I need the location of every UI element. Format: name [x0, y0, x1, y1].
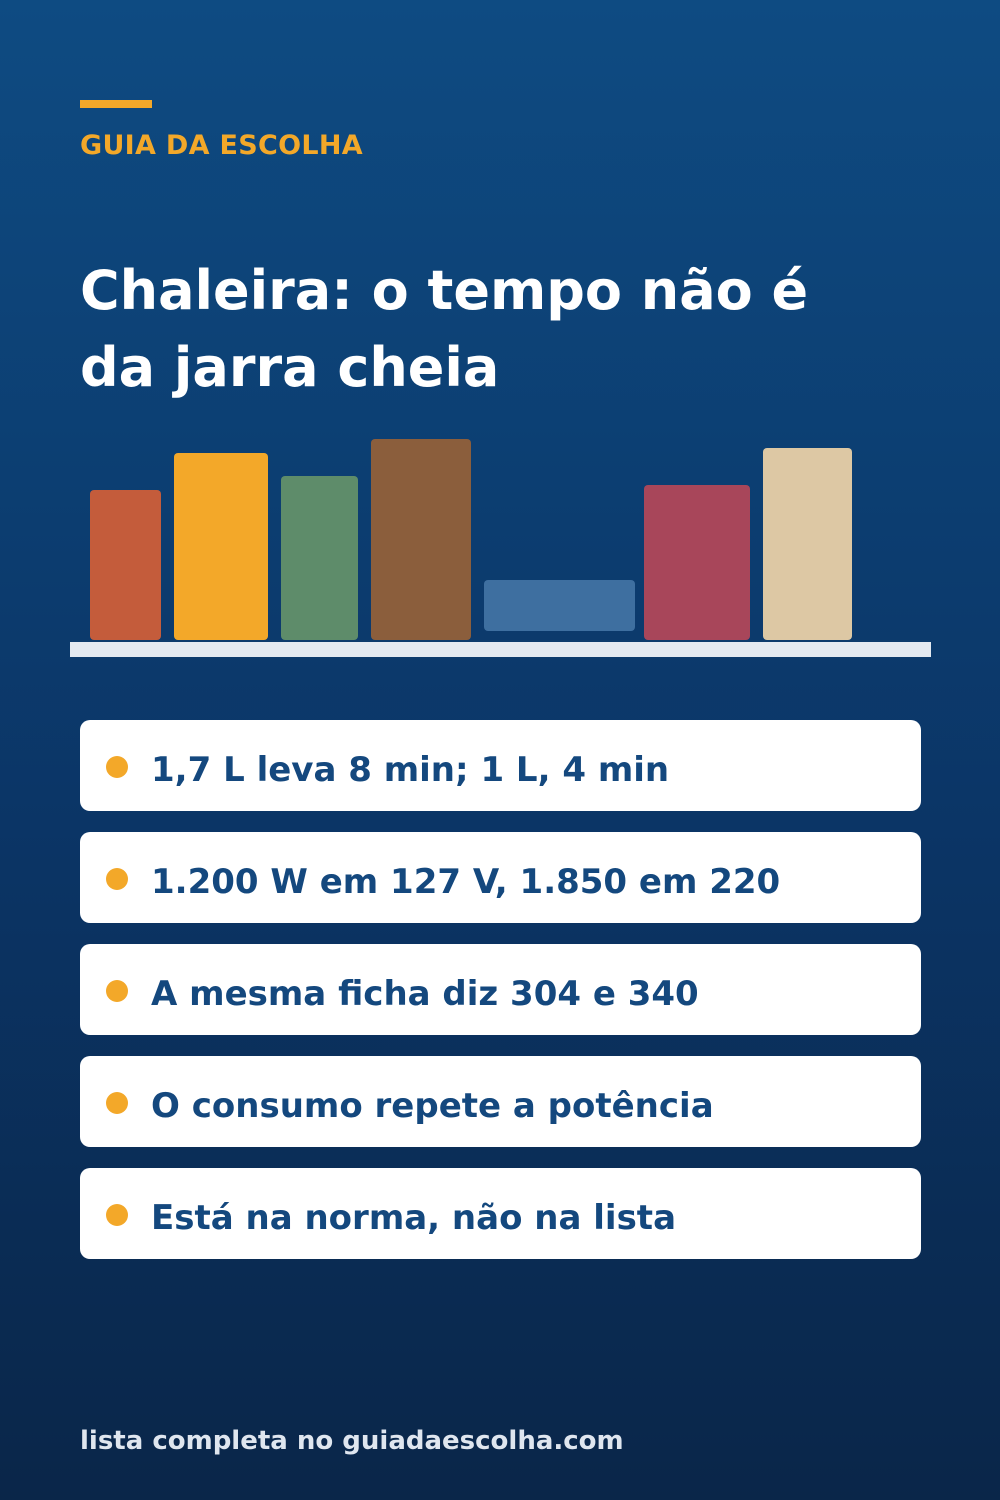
book-2 — [174, 453, 268, 640]
book-5-lying — [484, 580, 635, 631]
book-4 — [371, 439, 471, 640]
list-item: 1,7 L leva 8 min; 1 L, 4 min — [80, 720, 921, 811]
bullet-icon — [106, 868, 128, 890]
title-line-1: Chaleira: o tempo não é — [80, 259, 809, 322]
bullet-icon — [106, 980, 128, 1002]
accent-line — [80, 100, 152, 108]
kicker: GUIA DA ESCOLHA — [80, 130, 363, 161]
footer-link-text: lista completa no guiadaescolha.com — [80, 1426, 624, 1456]
bullet-icon — [106, 1204, 128, 1226]
book-7 — [763, 448, 852, 640]
shelf — [70, 642, 931, 657]
bullet-icon — [106, 756, 128, 778]
list-item: A mesma ficha diz 304 e 340 — [80, 944, 921, 1035]
list-item: Está na norma, não na lista — [80, 1168, 921, 1259]
book-6 — [644, 485, 750, 640]
list-item-text: A mesma ficha diz 304 e 340 — [151, 974, 699, 1014]
list-item: 1.200 W em 127 V, 1.850 em 220 — [80, 832, 921, 923]
bookshelf-illustration — [0, 0, 1000, 700]
list-item-text: O consumo repete a potência — [151, 1086, 714, 1126]
list-item-text: 1,7 L leva 8 min; 1 L, 4 min — [151, 750, 670, 790]
bullet-icon — [106, 1092, 128, 1114]
page-title: Chaleira: o tempo não é da jarra cheia — [80, 252, 920, 406]
list-item: O consumo repete a potência — [80, 1056, 921, 1147]
list-item-text: 1.200 W em 127 V, 1.850 em 220 — [151, 862, 781, 902]
book-1 — [90, 490, 161, 640]
book-3 — [281, 476, 358, 640]
title-line-2: da jarra cheia — [80, 336, 500, 399]
list-item-text: Está na norma, não na lista — [151, 1198, 677, 1238]
